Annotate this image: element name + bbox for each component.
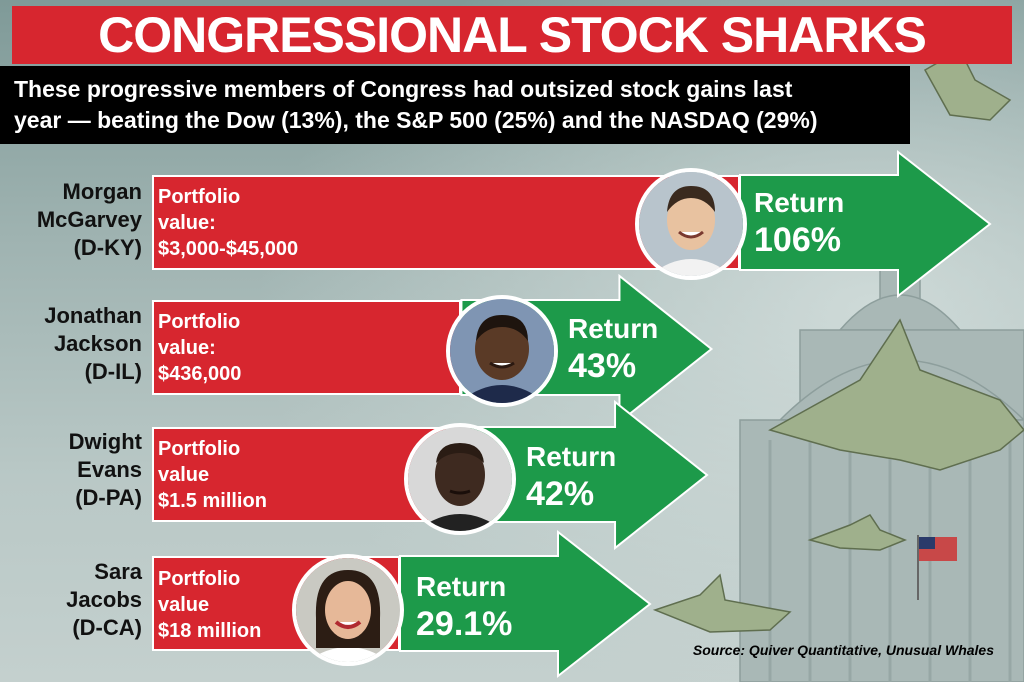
subtitle-line-2: year — beating the Dow (13%), the S&P 50… [14, 107, 818, 133]
title-banner: CONGRESSIONAL STOCK SHARKS [12, 6, 1012, 64]
portfolio-label: Portfolio value $18 million [158, 566, 261, 644]
portfolio-heading: Portfolio [158, 568, 241, 590]
return-value: 43% [568, 347, 637, 385]
return-value: 106% [754, 221, 841, 259]
member-party-state: (D-KY) [73, 235, 142, 260]
subtitle-line-1: These progressive members of Congress ha… [14, 76, 793, 102]
portfolio-subheading: value [158, 464, 210, 486]
member-last-name: Jackson [53, 331, 142, 356]
portfolio-heading: Portfolio [158, 311, 241, 333]
member-first-name: Dwight [68, 429, 142, 454]
return-label: Return 29.1% [416, 570, 512, 644]
portfolio-label: Portfolio value $1.5 million [158, 436, 267, 514]
portrait-icon [296, 558, 400, 662]
member-name: Sara Jacobs (D-CA) [0, 558, 142, 642]
return-title: Return [568, 313, 659, 344]
member-first-name: Jonathan [44, 303, 142, 328]
member-last-name: Jacobs [66, 587, 142, 612]
member-photo [292, 554, 404, 666]
portfolio-heading: Portfolio [158, 438, 241, 460]
return-title: Return [754, 187, 845, 218]
member-photo [635, 168, 747, 280]
subtitle-box: These progressive members of Congress ha… [0, 66, 910, 144]
return-label: Return 42% [526, 440, 616, 514]
member-photo [404, 423, 516, 535]
portrait-icon [408, 427, 512, 531]
member-name: Jonathan Jackson (D-IL) [0, 302, 142, 386]
portfolio-bar [152, 300, 462, 395]
return-title: Return [416, 571, 507, 602]
return-arrow [399, 529, 652, 679]
return-arrow [739, 149, 992, 299]
portfolio-label: Portfolio value: $3,000-$45,000 [158, 184, 298, 262]
return-label: Return 106% [754, 186, 844, 260]
portfolio-value: $1.5 million [158, 490, 267, 512]
return-label: Return 43% [568, 312, 658, 386]
portfolio-subheading: value: [158, 212, 216, 234]
member-name: Dwight Evans (D-PA) [0, 428, 142, 512]
member-party-state: (D-CA) [72, 615, 142, 640]
portfolio-value: $3,000-$45,000 [158, 238, 299, 260]
member-photo [446, 295, 558, 407]
portfolio-value: $436,000 [158, 363, 242, 385]
portfolio-subheading: value [158, 594, 210, 616]
return-value: 29.1% [416, 605, 513, 643]
portfolio-subheading: value: [158, 337, 216, 359]
source-note: Source: Quiver Quantitative, Unusual Wha… [692, 642, 994, 658]
member-last-name: McGarvey [36, 207, 142, 232]
portrait-icon [450, 299, 554, 403]
member-last-name: Evans [77, 457, 142, 482]
return-title: Return [526, 441, 617, 472]
portrait-icon [639, 172, 743, 276]
member-party-state: (D-IL) [84, 359, 142, 384]
member-party-state: (D-PA) [75, 485, 142, 510]
return-value: 42% [526, 475, 595, 513]
portfolio-value: $18 million [158, 620, 262, 642]
portfolio-label: Portfolio value: $436,000 [158, 309, 241, 387]
member-first-name: Sara [94, 559, 142, 584]
member-first-name: Morgan [62, 179, 142, 204]
portfolio-heading: Portfolio [158, 186, 241, 208]
chart-title: CONGRESSIONAL STOCK SHARKS [98, 7, 927, 63]
member-name: Morgan McGarvey (D-KY) [0, 178, 142, 262]
